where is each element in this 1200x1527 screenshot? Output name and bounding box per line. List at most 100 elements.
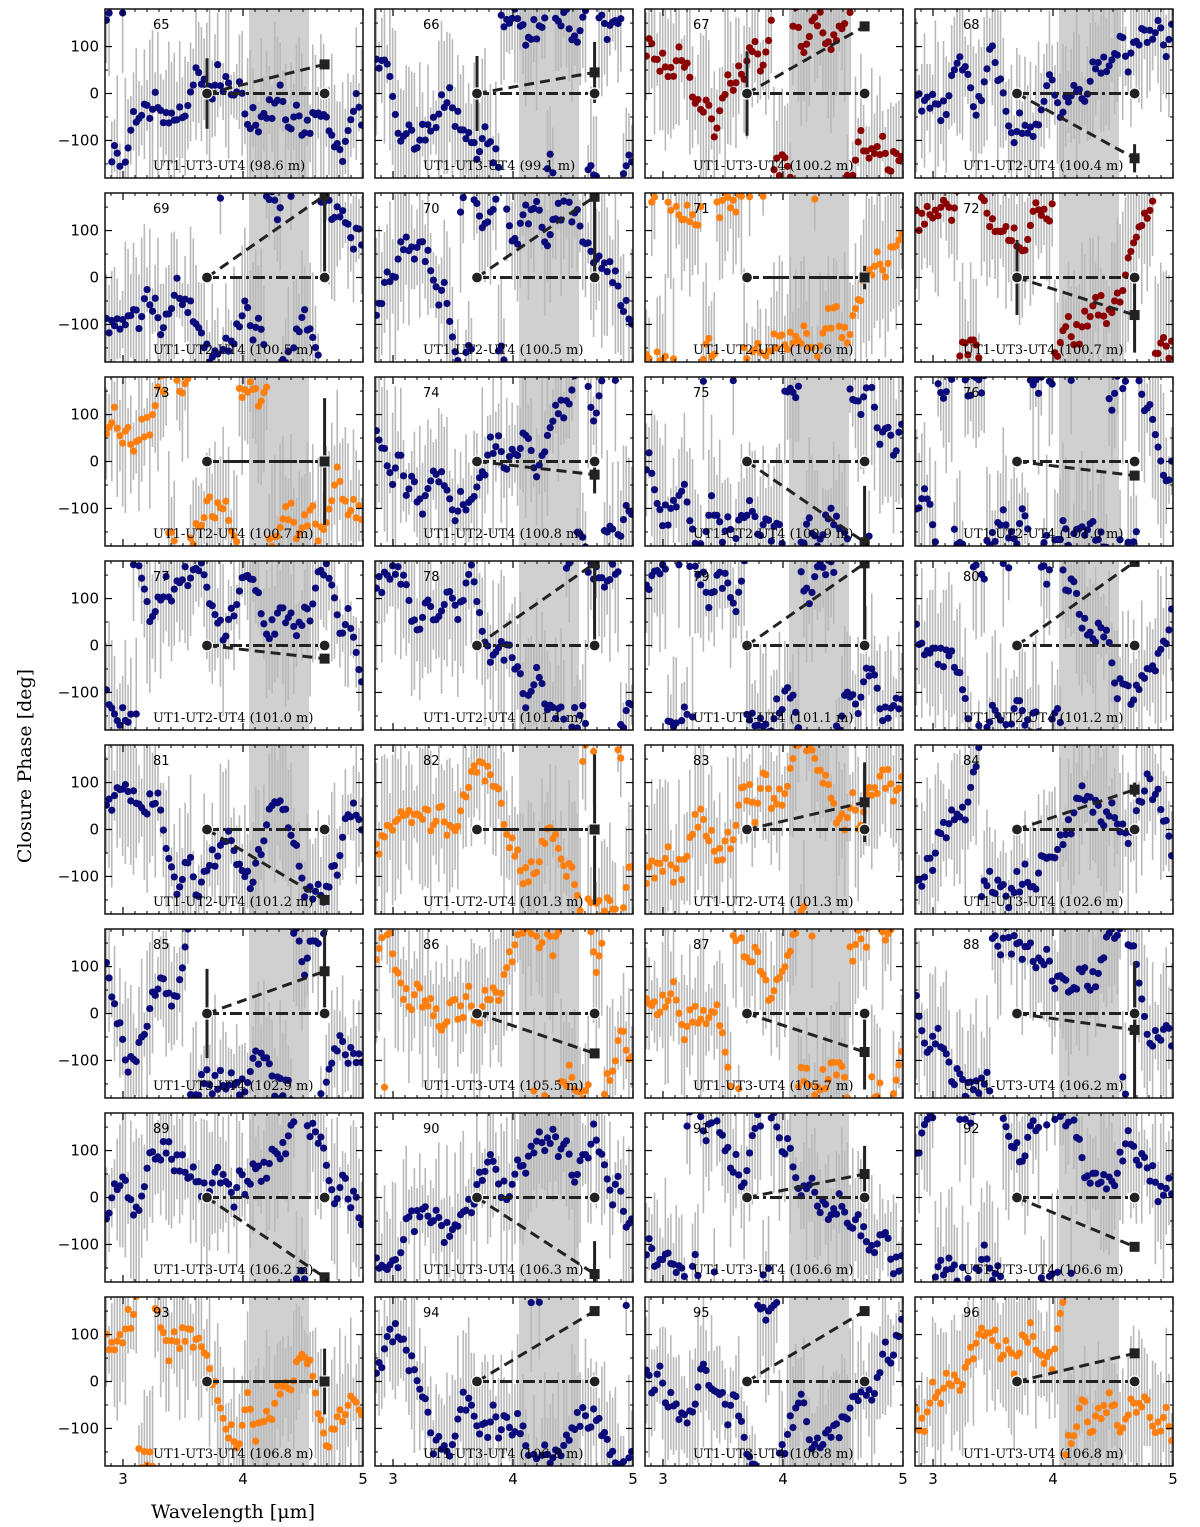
data-point — [716, 518, 724, 526]
data-point — [195, 68, 203, 77]
data-point — [378, 588, 386, 597]
data-point — [492, 195, 500, 203]
data-point — [1154, 16, 1162, 25]
model-dashed-line — [746, 562, 866, 647]
data-point — [352, 648, 360, 657]
data-point — [462, 348, 470, 357]
data-point — [745, 497, 754, 505]
data-point — [811, 754, 819, 763]
data-point — [600, 907, 609, 914]
data-point — [1034, 206, 1043, 214]
data-point — [437, 286, 446, 294]
data-point — [432, 123, 440, 132]
data-point — [157, 806, 165, 814]
data-point — [113, 149, 121, 157]
data-point — [500, 23, 508, 31]
data-point — [301, 893, 309, 901]
model-point-left — [1010, 87, 1024, 100]
data-point — [486, 658, 495, 666]
data-point — [508, 834, 516, 842]
data-point — [980, 78, 988, 86]
data-point — [508, 654, 516, 662]
data-point — [519, 880, 527, 888]
data-point — [238, 312, 246, 320]
data-point — [1056, 718, 1064, 727]
data-point — [273, 216, 282, 224]
data-point — [1075, 85, 1083, 94]
data-point — [579, 702, 587, 710]
baseline-label: UT1-UT2-UT4 (100.8 m) — [423, 527, 583, 542]
data-point — [805, 32, 813, 41]
data-point — [418, 238, 427, 246]
data-point — [1064, 98, 1073, 106]
data-point — [462, 135, 470, 143]
panel-84-plot-area — [915, 745, 1173, 914]
data-point — [568, 723, 576, 730]
data-point — [328, 497, 336, 505]
data-point — [108, 158, 116, 166]
data-point — [208, 602, 216, 610]
data-point — [778, 539, 786, 546]
panel-66-plot-area — [375, 9, 633, 178]
data-point — [394, 129, 402, 137]
panel-71-plot-area — [645, 193, 903, 362]
data-point — [1086, 77, 1094, 85]
data-point — [513, 240, 522, 248]
data-point — [124, 144, 132, 152]
data-point — [260, 340, 268, 349]
data-point — [355, 225, 363, 233]
data-point — [683, 201, 691, 209]
data-point — [571, 704, 579, 712]
data-point — [724, 579, 732, 587]
data-point — [860, 393, 868, 401]
data-point — [467, 561, 476, 569]
data-point — [341, 137, 349, 145]
model-dashed-line — [206, 194, 326, 279]
data-point — [794, 745, 803, 749]
baseline-label: UT1-UT2-UT4 (100.9 m) — [693, 527, 853, 542]
data-point — [284, 516, 292, 524]
data-point — [513, 846, 522, 854]
data-point — [889, 797, 898, 805]
data-point — [535, 673, 543, 682]
data-point — [549, 169, 557, 177]
y-tick-label: 0 — [89, 453, 99, 471]
data-point — [1048, 715, 1056, 723]
data-point — [614, 746, 622, 754]
panel-71: 71 UT1-UT2-UT4 (100.6 m) — [644, 192, 904, 363]
data-point — [375, 840, 380, 848]
data-point — [1010, 704, 1018, 713]
data-point — [1078, 323, 1086, 331]
data-point — [568, 386, 576, 394]
data-point — [159, 826, 167, 834]
data-point — [1113, 377, 1121, 380]
data-point — [851, 156, 860, 164]
data-point — [124, 787, 132, 796]
data-point — [1092, 638, 1100, 646]
data-point — [119, 439, 127, 447]
data-point — [1062, 525, 1070, 533]
data-point — [611, 267, 619, 275]
data-point — [718, 856, 727, 864]
data-point — [399, 472, 408, 480]
data-point — [773, 344, 781, 352]
data-point — [273, 532, 282, 540]
data-point — [214, 61, 222, 69]
data-point — [416, 625, 424, 633]
data-point — [1015, 697, 1024, 705]
data-point — [645, 585, 653, 594]
data-point — [702, 340, 710, 348]
data-point — [808, 588, 816, 597]
data-point — [298, 313, 306, 322]
data-point — [628, 510, 633, 518]
data-point — [467, 345, 476, 353]
model-point-left — [470, 455, 484, 468]
data-point — [767, 16, 775, 24]
data-point — [1116, 536, 1124, 544]
y-tick-label: 0 — [89, 637, 99, 655]
data-point — [1108, 406, 1116, 414]
panel-79-plot-area — [645, 561, 903, 730]
data-point — [1094, 535, 1102, 544]
data-point — [1015, 519, 1024, 528]
data-point — [1002, 222, 1010, 231]
